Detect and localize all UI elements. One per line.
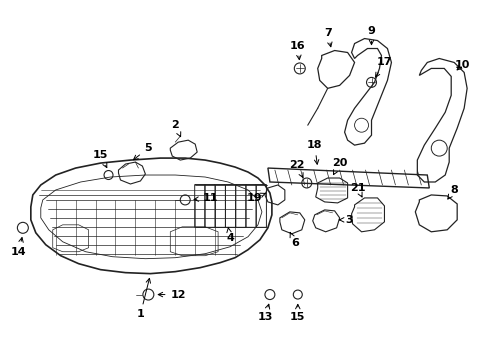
- Text: 21: 21: [349, 183, 365, 197]
- Text: 22: 22: [288, 160, 304, 177]
- Text: 12: 12: [158, 289, 185, 300]
- Text: 11: 11: [194, 193, 218, 203]
- Text: 17: 17: [375, 58, 391, 77]
- Text: 9: 9: [367, 26, 375, 45]
- Text: 4: 4: [225, 227, 234, 243]
- Text: 20: 20: [331, 158, 346, 175]
- Text: 15: 15: [289, 305, 305, 323]
- Text: 3: 3: [339, 215, 353, 225]
- Text: 16: 16: [289, 41, 305, 60]
- Text: 2: 2: [171, 120, 181, 137]
- Text: 6: 6: [289, 232, 298, 248]
- Text: 1: 1: [136, 278, 150, 319]
- Text: 7: 7: [323, 28, 331, 47]
- Text: 13: 13: [257, 304, 272, 323]
- Text: 15: 15: [93, 150, 108, 167]
- Text: 5: 5: [133, 143, 152, 160]
- Text: 19: 19: [246, 193, 265, 203]
- Text: 18: 18: [306, 140, 322, 164]
- Text: 14: 14: [11, 238, 27, 257]
- Text: 8: 8: [447, 185, 457, 199]
- Text: 10: 10: [453, 60, 469, 71]
